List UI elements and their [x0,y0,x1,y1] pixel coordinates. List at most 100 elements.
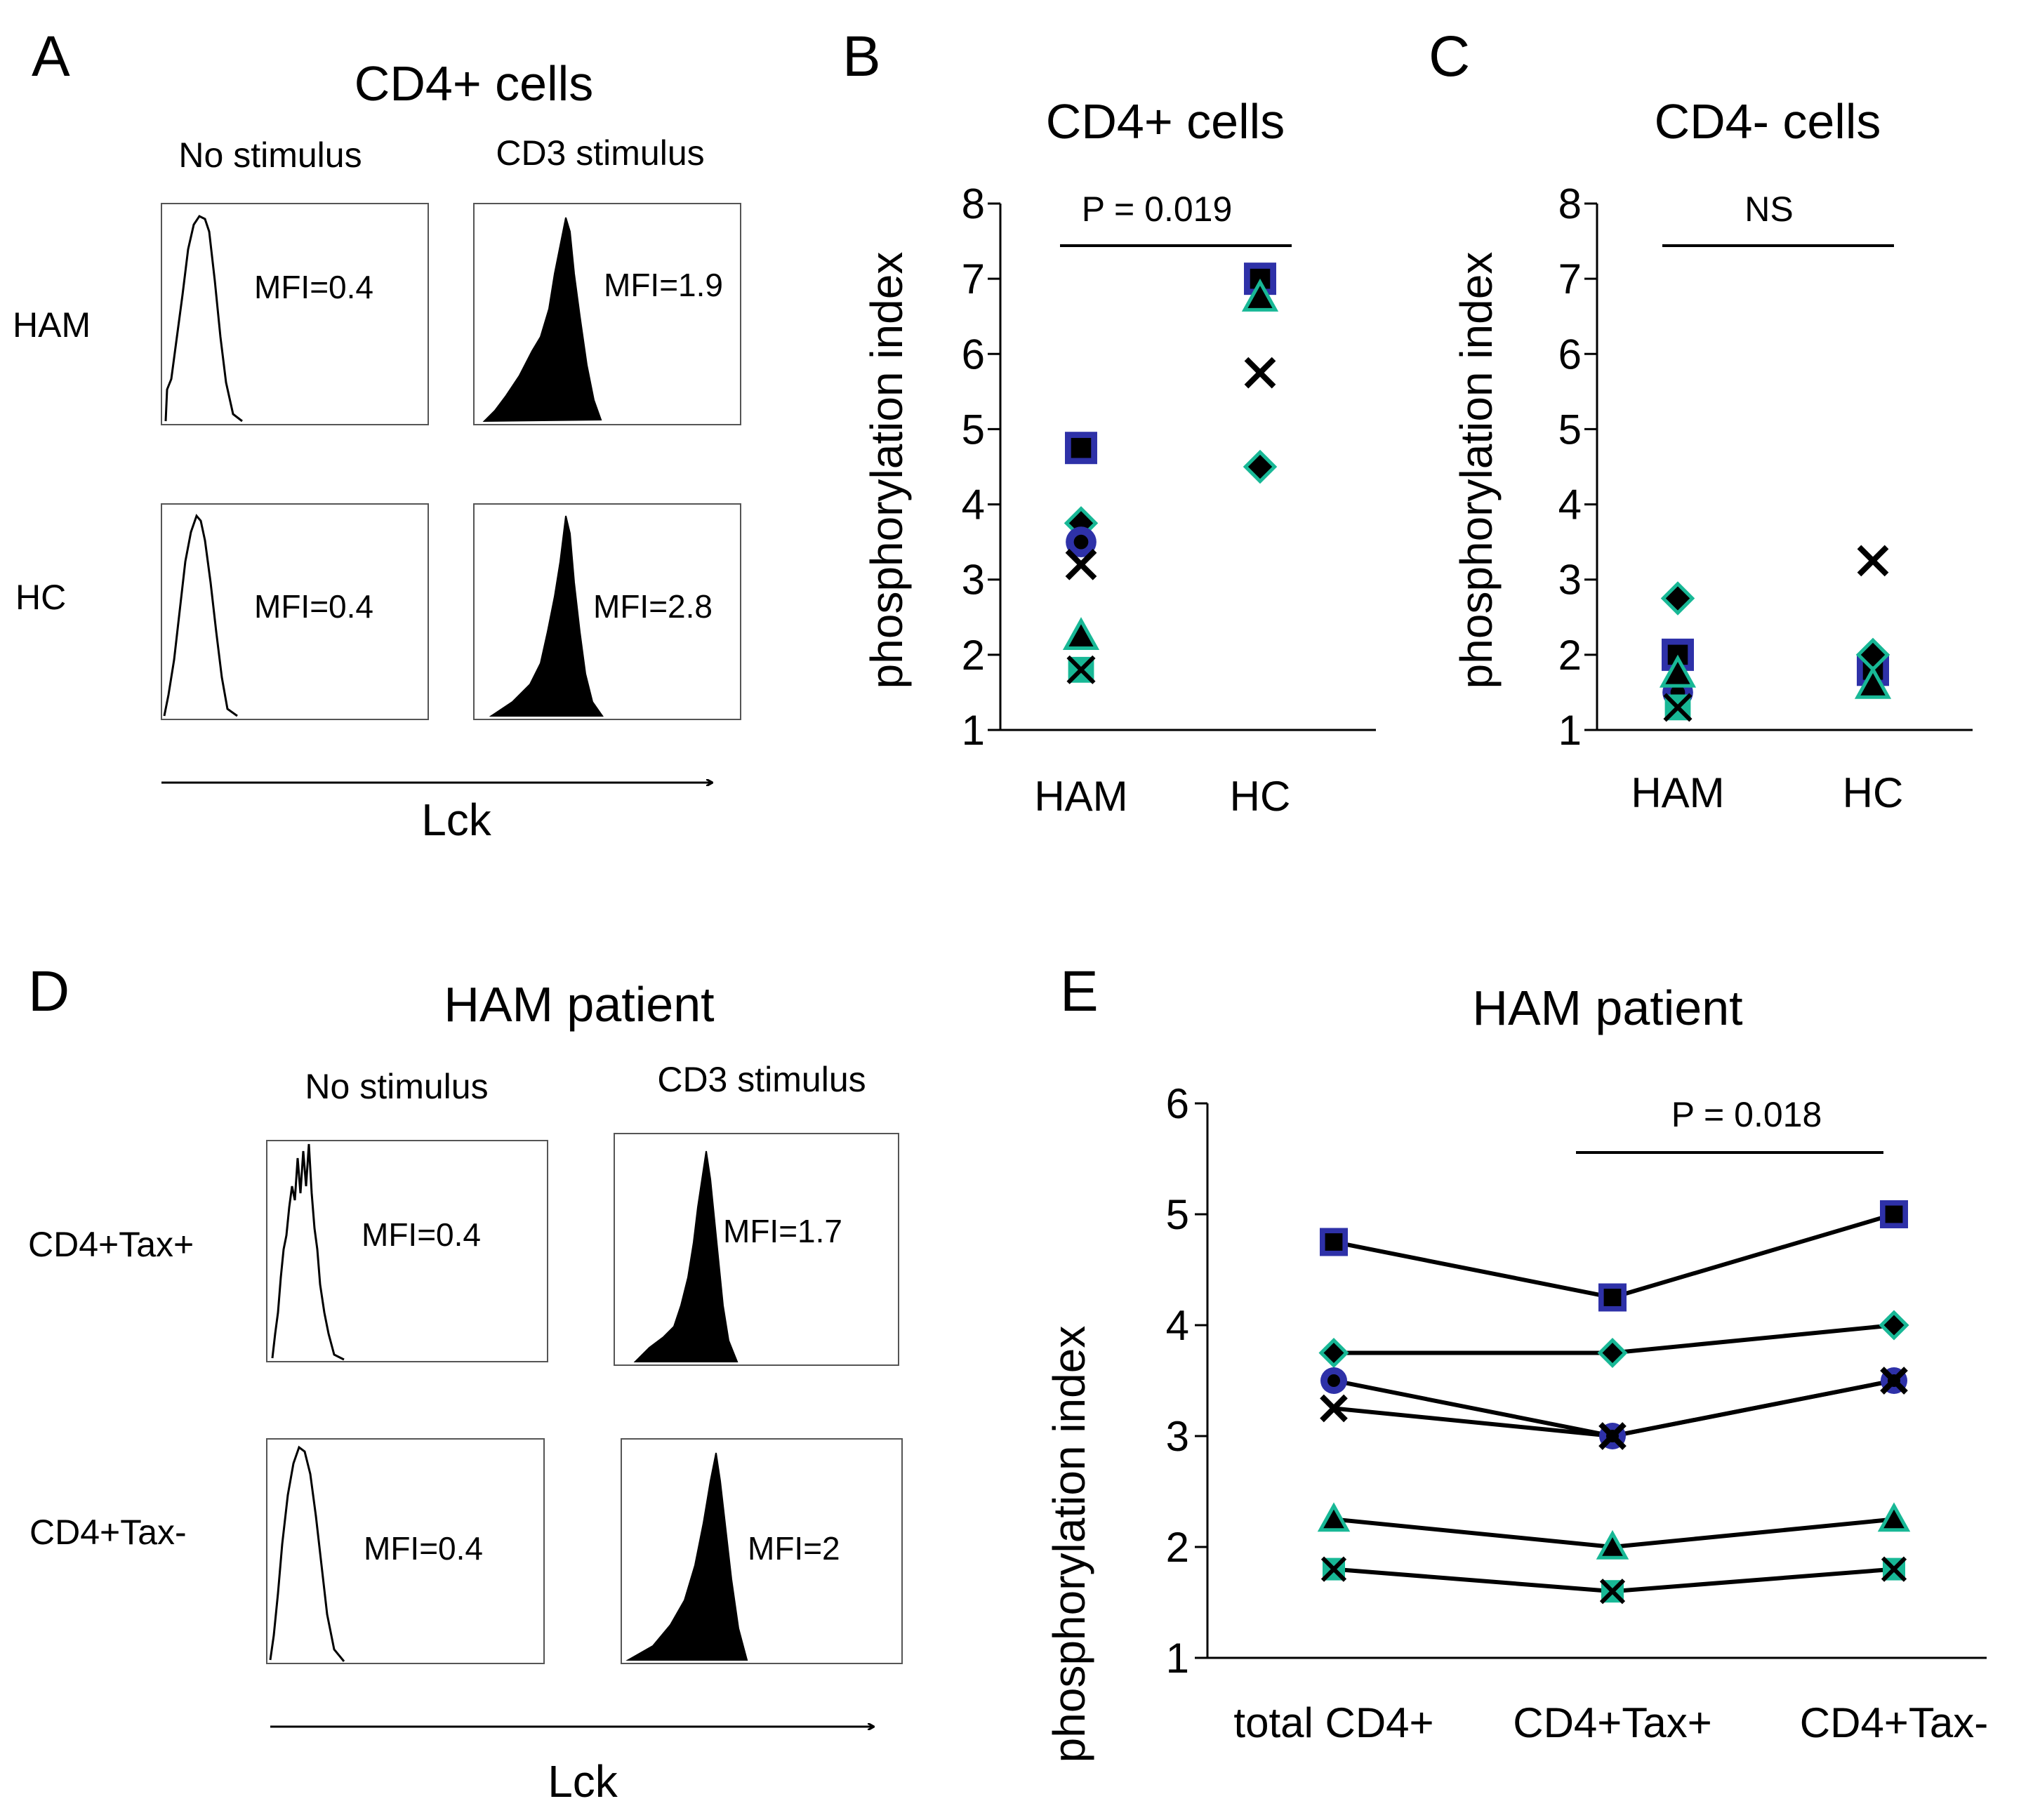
data-point-diamond [1660,581,1695,616]
histogram-box [266,1438,545,1664]
data-point-asterisk-cross [1066,655,1096,684]
data-point-triangle [1241,278,1279,312]
y-tick-label: 3 [962,557,985,604]
mfi-label: MFI=0.4 [364,1530,483,1567]
histogram-box [621,1438,903,1664]
panel-a-title: CD4+ cells [355,56,593,111]
y-tick-label: 5 [1558,406,1582,453]
y-tick-label: 3 [1558,557,1582,604]
panel-a-row-label: HAM [13,305,91,345]
data-point-triangle [1877,1502,1911,1532]
panel-c-ylabel: phosphorylation index [1451,252,1502,689]
panel-e-title: HAM patient [1472,981,1742,1035]
y-tick-label: 3 [1166,1413,1189,1460]
panel-letter-b: B [842,25,881,88]
panel-letter-c: C [1429,25,1470,88]
data-point-square-core [1325,1233,1343,1251]
panel-d-row-label: CD4+Tax+ [28,1225,194,1264]
data-point-triangle [1062,617,1100,651]
data-point-diamond [1597,1337,1628,1369]
data-point-triangle [1317,1502,1351,1532]
data-point-asterisk-cross [1599,1579,1626,1605]
panel-d-row-label: CD4+Tax- [29,1513,187,1552]
y-tick-label: 2 [1558,632,1582,679]
data-point-diamond [1318,1337,1349,1369]
histogram-box [614,1133,899,1366]
mfi-label: MFI=0.4 [254,269,373,305]
panel-a-col-label: No stimulus [178,135,362,175]
y-tick-label: 4 [1166,1302,1189,1349]
mfi-label: MFI=0.4 [254,588,373,625]
data-point-x [1598,1422,1627,1450]
data-point-triangle [1854,665,1892,699]
y-tick-label: 5 [962,406,985,453]
chart-c-plot: 1 2 3 4 5 6 7 8 HAM HC [1558,180,1973,816]
panel-e-ylabel: phosphorylation index [1044,1326,1094,1763]
data-point-circle-core [1327,1374,1340,1387]
panel-a-col-label: CD3 stimulus [496,133,704,173]
y-tick-label: 1 [962,707,985,754]
mfi-label: MFI=1.7 [723,1213,842,1249]
x-category-label: CD4+Tax- [1800,1699,1988,1746]
panel-d-col-label: No stimulus [305,1067,488,1106]
data-point-triangle [1659,654,1697,688]
y-tick-label: 5 [1166,1191,1189,1238]
histogram-filled [482,217,602,423]
panel-a-xaxis-label: Lck [421,795,492,845]
y-tick-label: 6 [1558,331,1582,378]
panel-c: C CD4- cells phosphorylation index NS 1 2… [1429,25,1973,816]
y-tick-label: 4 [1558,481,1582,529]
data-point-square-core [1603,1289,1622,1306]
y-tick-label: 7 [962,255,985,303]
y-tick-label: 8 [1558,180,1582,227]
mfi-label: MFI=2.8 [593,588,713,625]
chart-b-plot: 1 2 3 4 5 6 7 8 HAM HC [962,180,1376,820]
data-point-x [1880,1367,1908,1395]
data-point-x [1065,548,1097,580]
panel-letter-d: D [28,959,69,1023]
data-point-asterisk-cross [1881,1556,1907,1582]
y-tick-label: 2 [1166,1524,1189,1571]
panel-b-ylabel: phosphorylation index [861,252,912,689]
panel-letter-a: A [32,25,70,88]
histogram-box [161,503,429,720]
panel-c-title: CD4- cells [1655,94,1881,149]
y-tick-label: 8 [962,180,985,227]
histogram-filled [625,1452,748,1661]
panel-d: D HAM patient No stimulus CD3 stimulus C… [28,959,903,1807]
mfi-label: MFI=2 [748,1530,840,1567]
x-category-label: CD4+Tax+ [1513,1699,1711,1746]
panel-c-ns: NS [1744,190,1793,229]
data-point-square-core [1885,1205,1903,1223]
data-point-diamond [1879,1310,1909,1341]
data-point-circle-core [1073,534,1089,550]
panel-d-title: HAM patient [444,977,714,1032]
data-point-triangle [1596,1529,1629,1560]
x-category-label: HC [1230,773,1291,820]
x-category-label: HC [1843,769,1904,816]
histogram-box [473,503,741,720]
data-point-x [1244,357,1276,389]
panel-b: B CD4+ cells phosphorylation index P = 0… [842,25,1376,820]
y-tick-label: 6 [962,331,985,378]
data-point-asterisk-cross [1320,1556,1347,1582]
histogram-open [163,514,238,717]
panel-e-pvalue: P = 0.018 [1671,1095,1822,1134]
y-tick-label: 2 [962,632,985,679]
histogram-box [473,203,741,425]
data-point-x [1320,1394,1348,1423]
y-tick-label: 7 [1558,255,1582,303]
panel-letter-e: E [1060,959,1099,1023]
y-tick-label: 1 [1558,707,1582,754]
panel-a-row-label: HC [15,578,66,617]
mfi-label: MFI=1.9 [604,267,723,303]
panel-e: E HAM patient phosphorylation index P = … [1044,959,1988,1762]
data-point-square-core [1071,437,1092,458]
panel-b-title: CD4+ cells [1046,94,1285,149]
y-tick-label: 4 [962,481,985,529]
x-category-label: HAM [1631,769,1724,816]
data-point-asterisk-cross [1663,693,1693,722]
chart-e-plot: 1 2 3 4 5 6 total CD4+ CD4+Tax+ CD4+Tax- [1166,1080,1989,1746]
histogram-filled [489,515,604,717]
